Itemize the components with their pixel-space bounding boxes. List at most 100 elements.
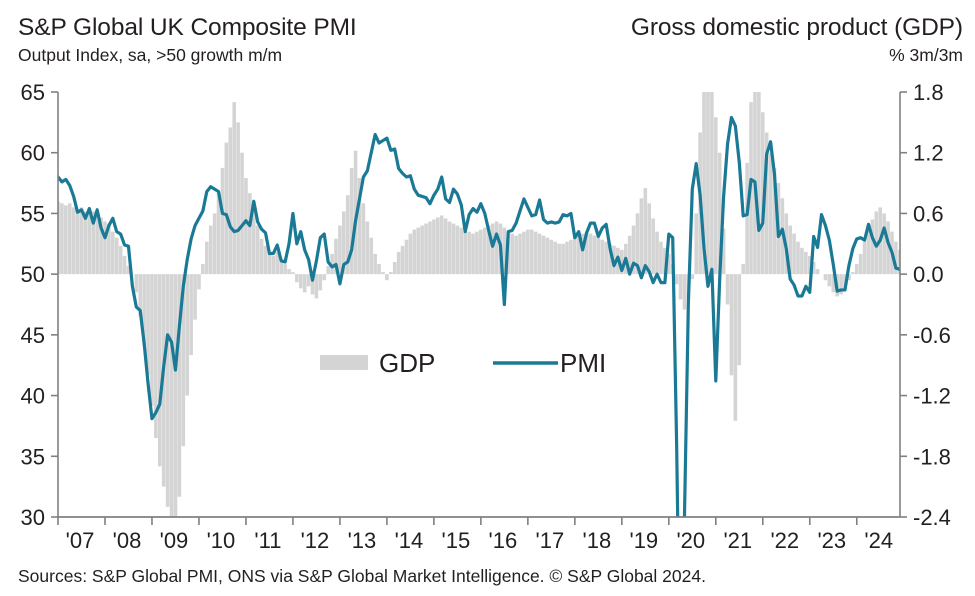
gdp-bar bbox=[815, 269, 820, 275]
gdp-bar bbox=[283, 264, 287, 275]
gdp-bar bbox=[510, 233, 514, 275]
gdp-bar bbox=[392, 262, 397, 275]
gdp-bar bbox=[870, 219, 875, 275]
gdp-bar bbox=[103, 221, 107, 275]
gdp-bar bbox=[545, 237, 550, 275]
gdp-bar bbox=[854, 264, 859, 275]
gdp-bar bbox=[279, 258, 283, 275]
gdp-bar bbox=[267, 253, 272, 275]
gdp-bar bbox=[580, 233, 585, 275]
gdp-bar bbox=[99, 217, 103, 275]
gdp-bar bbox=[604, 241, 608, 275]
gdp-bar bbox=[573, 237, 577, 275]
gdp-bar bbox=[643, 188, 648, 275]
gdp-bar bbox=[400, 245, 405, 275]
gdp-bar bbox=[639, 198, 644, 275]
gdp-bar bbox=[404, 239, 409, 275]
gdp-bar bbox=[201, 264, 205, 275]
gdp-bar bbox=[361, 203, 366, 275]
x-tick-label: '09 bbox=[160, 528, 189, 553]
gdp-bar bbox=[522, 231, 526, 275]
gdp-bar bbox=[357, 178, 362, 275]
gdp-bar bbox=[674, 274, 679, 285]
gdp-bar bbox=[894, 241, 898, 275]
gdp-bar bbox=[263, 245, 268, 275]
gdp-bar bbox=[189, 274, 193, 356]
y-tick-label-left: 50 bbox=[21, 262, 45, 287]
x-tick-label: '12 bbox=[301, 528, 330, 553]
x-tick-label: '19 bbox=[630, 528, 659, 553]
gdp-bar bbox=[345, 195, 350, 275]
gdp-bar bbox=[463, 229, 467, 275]
gdp-bar bbox=[373, 253, 377, 275]
gdp-bar bbox=[733, 274, 738, 421]
gdp-bar bbox=[526, 229, 530, 275]
gdp-bar bbox=[244, 178, 248, 275]
gdp-bar bbox=[428, 221, 432, 275]
gdp-bar bbox=[67, 203, 72, 275]
gdp-bar bbox=[745, 162, 749, 275]
gdp-bar bbox=[471, 233, 475, 275]
gdp-bar bbox=[142, 274, 146, 345]
gdp-bar bbox=[177, 274, 182, 497]
pmi-gdp-chart: 30 35 40 45 50 55 60 65 -2.4 -1.8 -1.2 -0.6 0.0 0.6 1.… bbox=[21, 80, 951, 553]
gdp-bar bbox=[138, 274, 143, 317]
x-tick-label: '21 bbox=[723, 528, 752, 553]
gdp-bar bbox=[114, 237, 119, 275]
gdp-bar bbox=[710, 92, 714, 275]
gdp-bar bbox=[271, 255, 276, 275]
gdp-bar bbox=[702, 92, 706, 275]
gdp-bar bbox=[365, 221, 370, 275]
gdp-bar bbox=[561, 243, 565, 275]
x-tick-label: '23 bbox=[817, 528, 846, 553]
y-tick-label-right: 0.0 bbox=[913, 262, 944, 287]
x-tick-label: '07 bbox=[66, 528, 95, 553]
gdp-bar bbox=[541, 235, 546, 275]
gdp-bar bbox=[334, 238, 338, 275]
gdp-bar bbox=[682, 274, 687, 310]
x-tick-label: '22 bbox=[770, 528, 799, 553]
y-tick-label-right: -2.4 bbox=[913, 505, 951, 530]
gdp-bar bbox=[792, 233, 796, 275]
gdp-bar bbox=[886, 221, 890, 275]
gdp-bar bbox=[596, 237, 601, 275]
gdp-bar bbox=[533, 231, 538, 275]
gdp-bar bbox=[706, 92, 710, 275]
gdp-bar bbox=[122, 255, 127, 275]
gdp-bar bbox=[553, 241, 558, 275]
gdp-bar bbox=[275, 251, 280, 275]
gdp-bar bbox=[389, 272, 393, 275]
gdp-bar bbox=[338, 225, 342, 275]
gdp-bar bbox=[118, 245, 123, 275]
gdp-bar bbox=[181, 274, 186, 447]
gdp-bar bbox=[424, 223, 428, 275]
y-tick-label-left: 40 bbox=[21, 384, 45, 409]
right-chart-title: Gross domestic product (GDP) bbox=[630, 14, 963, 41]
gdp-bar bbox=[107, 223, 111, 275]
gdp-bar bbox=[330, 253, 334, 275]
gdp-bar bbox=[659, 241, 663, 275]
gdp-bar bbox=[146, 274, 150, 376]
legend-group: GDP PMI bbox=[320, 348, 606, 378]
gdp-bar bbox=[326, 266, 330, 275]
gdp-bar bbox=[600, 239, 605, 275]
gdp-bar bbox=[741, 264, 745, 275]
x-tick-label: '15 bbox=[442, 528, 471, 553]
gdp-bar bbox=[236, 122, 240, 275]
gdp-bar bbox=[557, 243, 561, 275]
gdp-bar bbox=[796, 241, 800, 275]
gdp-bar bbox=[451, 223, 456, 275]
right-chart-subtitle: % 3m/3m bbox=[889, 45, 963, 65]
gdp-bar bbox=[412, 229, 417, 275]
gdp-bar bbox=[514, 235, 518, 275]
gdp-bar bbox=[537, 233, 542, 275]
gdp-bar bbox=[627, 235, 632, 275]
axes-group bbox=[51, 91, 907, 525]
gdp-bar bbox=[831, 274, 836, 293]
gdp-bar bbox=[678, 274, 683, 300]
gdp-bar bbox=[208, 225, 213, 275]
gdp-bar bbox=[287, 269, 291, 275]
x-tick-label: '11 bbox=[254, 528, 281, 553]
gdp-bar bbox=[717, 152, 722, 275]
gdp-bar bbox=[518, 233, 522, 275]
